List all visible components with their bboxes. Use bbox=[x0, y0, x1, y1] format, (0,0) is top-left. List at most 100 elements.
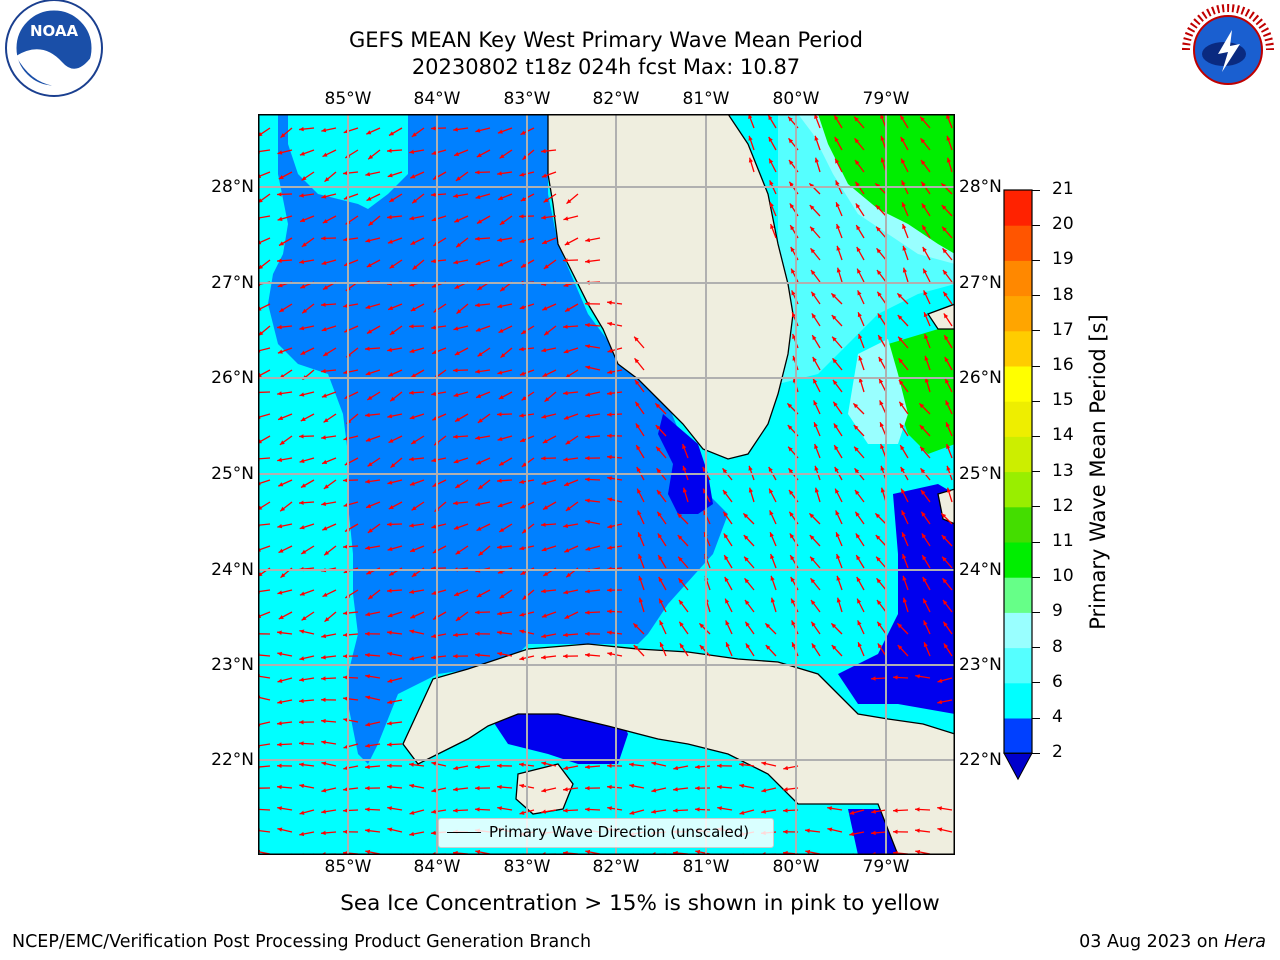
wave-arrow bbox=[321, 127, 337, 133]
wave-arrow bbox=[725, 620, 733, 635]
wave-arrow bbox=[902, 245, 909, 261]
latitude-label: 24°N bbox=[211, 560, 254, 580]
wave-arrow bbox=[431, 457, 447, 463]
wave-arrow bbox=[342, 544, 359, 549]
wave-arrow bbox=[937, 699, 953, 705]
wave-arrow bbox=[607, 545, 623, 550]
wave-arrow bbox=[409, 456, 425, 462]
wave-arrow bbox=[810, 577, 821, 591]
wave-arrow bbox=[496, 763, 513, 768]
wave-arrow bbox=[853, 116, 865, 129]
wave-arrow bbox=[682, 487, 689, 503]
wave-arrow bbox=[919, 446, 931, 459]
wave-arrow bbox=[676, 512, 689, 525]
wave-arrow bbox=[717, 806, 733, 811]
wave-arrow bbox=[453, 632, 469, 638]
wave-arrow bbox=[364, 786, 381, 791]
latitude-label: 25°N bbox=[959, 464, 1002, 484]
wave-arrow bbox=[607, 300, 623, 305]
wave-arrow bbox=[387, 303, 403, 311]
wave-arrow bbox=[499, 149, 513, 159]
wave-arrow bbox=[278, 611, 293, 620]
wave-arrow bbox=[856, 268, 865, 283]
colorbar-tick bbox=[1032, 541, 1040, 543]
colorbar-segment bbox=[1004, 366, 1032, 402]
wave-arrow bbox=[673, 787, 689, 792]
wave-arrow bbox=[941, 556, 953, 569]
wave-arrow bbox=[918, 402, 931, 415]
wave-arrow bbox=[455, 611, 469, 622]
wave-arrow bbox=[634, 357, 645, 371]
wave-arrow bbox=[496, 478, 513, 483]
wave-arrow bbox=[814, 135, 821, 151]
wave-arrow bbox=[836, 245, 843, 261]
wave-arrow bbox=[321, 718, 337, 724]
wave-arrow bbox=[453, 589, 469, 597]
wave-arrow bbox=[389, 259, 403, 269]
wave-arrow bbox=[920, 511, 931, 525]
wave-arrow bbox=[812, 356, 821, 371]
wave-arrow bbox=[768, 488, 777, 503]
svg-text:NOAA: NOAA bbox=[30, 22, 79, 40]
wave-arrow bbox=[659, 620, 667, 635]
wave-arrow bbox=[452, 368, 469, 373]
wave-arrow bbox=[409, 809, 425, 815]
colorbar-tick-label: 14 bbox=[1052, 425, 1074, 446]
latitude-label: 28°N bbox=[959, 177, 1002, 197]
wave-arrow bbox=[607, 630, 623, 635]
wave-arrow bbox=[474, 170, 491, 175]
latitude-label: 27°N bbox=[959, 273, 1002, 293]
wave-arrow bbox=[389, 391, 403, 402]
wave-arrow bbox=[387, 611, 403, 618]
wave-arrow bbox=[902, 575, 909, 591]
wave-arrow bbox=[431, 655, 447, 660]
wave-arrow bbox=[607, 347, 623, 353]
wave-arrow bbox=[678, 577, 689, 591]
wave-arrow bbox=[585, 344, 601, 349]
wave-arrow bbox=[497, 303, 513, 309]
wave-arrow bbox=[477, 347, 491, 357]
wave-arrow bbox=[827, 806, 843, 811]
wave-arrow bbox=[277, 721, 293, 726]
colorbar-tick bbox=[1032, 611, 1040, 613]
wave-arrow bbox=[409, 523, 425, 528]
wave-arrow bbox=[915, 674, 931, 679]
wave-arrow bbox=[299, 457, 315, 463]
wave-arrow bbox=[852, 402, 865, 415]
wave-arrow bbox=[453, 787, 469, 792]
wave-arrow bbox=[937, 827, 953, 833]
wave-arrow bbox=[871, 830, 887, 836]
wave-arrow bbox=[679, 643, 689, 657]
colorbar-tick-label: 12 bbox=[1052, 495, 1074, 516]
wave-arrow bbox=[770, 597, 777, 613]
wave-arrow bbox=[849, 831, 865, 837]
latitude-label: 22°N bbox=[959, 750, 1002, 770]
longitude-label: 79°W bbox=[862, 857, 910, 877]
wave-arrow bbox=[694, 786, 711, 791]
wave-arrow bbox=[386, 588, 403, 593]
wave-arrow bbox=[672, 808, 689, 813]
wave-arrow bbox=[431, 787, 447, 793]
wave-arrow bbox=[922, 268, 931, 283]
wave-arrow bbox=[365, 369, 381, 376]
ocean-layer-dark-cuba-gulf bbox=[488, 712, 628, 764]
wave-arrow bbox=[387, 827, 403, 833]
wave-arrow bbox=[941, 226, 953, 239]
wave-arrow bbox=[940, 512, 953, 525]
wave-arrow bbox=[566, 193, 579, 205]
wave-arrow bbox=[388, 369, 403, 377]
wave-arrow bbox=[299, 831, 315, 837]
wave-arrow bbox=[366, 259, 381, 268]
wave-arrow bbox=[855, 533, 865, 547]
wave-arrow bbox=[941, 204, 953, 217]
wave-arrow bbox=[922, 246, 931, 261]
wave-arrow bbox=[584, 477, 601, 482]
wave-arrow bbox=[409, 831, 425, 837]
wave-arrow bbox=[877, 313, 887, 327]
wave-arrow bbox=[277, 827, 293, 833]
wave-arrow bbox=[563, 632, 579, 638]
colorbar-tick-label: 17 bbox=[1052, 319, 1074, 340]
wave-arrow bbox=[876, 577, 887, 591]
wave-arrow bbox=[388, 501, 403, 510]
wave-arrow bbox=[521, 523, 535, 534]
